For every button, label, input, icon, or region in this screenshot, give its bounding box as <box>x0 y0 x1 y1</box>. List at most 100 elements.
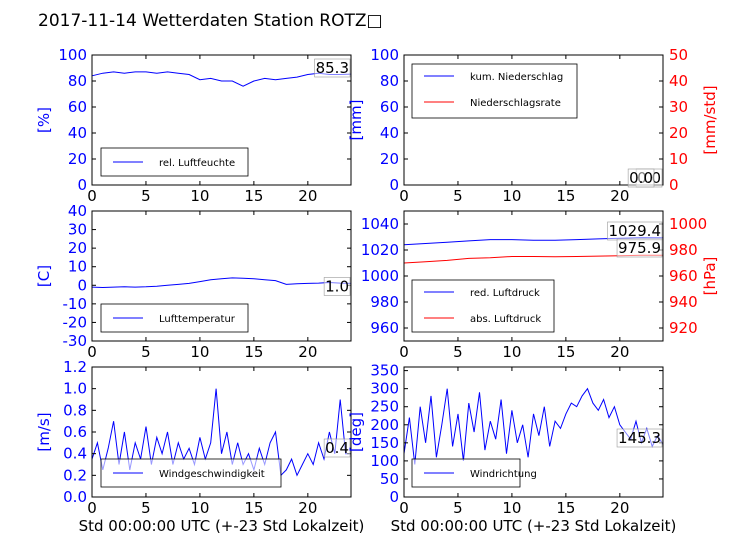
x-tick-label: 0 <box>87 187 97 205</box>
y-tick-label: 1.2 <box>63 358 87 376</box>
y-tick-label: 0.6 <box>63 423 87 441</box>
x-tick-label: 15 <box>244 187 263 205</box>
y2-tick-label: 50 <box>669 46 688 64</box>
legend-label: Windgeschwindigkeit <box>159 469 265 480</box>
y-tick-label: 40 <box>380 124 399 142</box>
chart-panel-windspeed: 0 5 10 15 20 0.0 0.2 0.4 0.6 0.8 1.0 1.2 [m/s] Std 00… <box>35 358 364 535</box>
legend-label: Niederschlagsrate <box>470 98 561 109</box>
y-axis-label: [%] <box>35 107 53 133</box>
y-tick-label: 100 <box>370 46 399 64</box>
y-tick-label: -10 <box>63 295 88 313</box>
current-value-label: 0.4 <box>325 439 349 457</box>
y-tick-label: 60 <box>380 98 399 116</box>
current-value-box <box>323 277 351 296</box>
x-tick-label: 20 <box>298 343 317 361</box>
y2-tick-label: 10 <box>669 150 688 168</box>
x-tick-label: 15 <box>556 343 575 361</box>
y-axis-label: [deg] <box>347 412 365 452</box>
y-tick-label: 1040 <box>361 215 399 233</box>
plot-frame <box>91 54 352 186</box>
y-tick-label: 40 <box>68 124 87 142</box>
x-tick-label: 5 <box>453 187 463 205</box>
y-tick-label: 80 <box>380 72 399 90</box>
legend-label: Windrichtung <box>470 469 537 480</box>
y2-tick-label: 920 <box>669 319 698 337</box>
current-value-label: 975.9 <box>618 239 661 257</box>
x-tick-label: 0 <box>399 343 409 361</box>
x-tick-label: 20 <box>298 187 317 205</box>
y-tick-label: 20 <box>380 150 399 168</box>
x-tick-label: 5 <box>141 499 151 517</box>
y-tick-label: 20 <box>68 239 87 257</box>
y-tick-label: 60 <box>68 98 87 116</box>
plot-frame <box>403 54 664 186</box>
x-tick-label: 20 <box>610 187 629 205</box>
x-tick-label: 5 <box>141 187 151 205</box>
y-tick-label: 1020 <box>361 241 399 259</box>
current-value-label: 145.3 <box>618 429 661 447</box>
x-tick-label: 5 <box>453 499 463 517</box>
legend-label: red. Luftdruck <box>470 288 540 299</box>
current-value-box <box>616 428 663 448</box>
y-tick-label: 0.8 <box>63 401 87 419</box>
y-tick-label: -30 <box>63 332 88 350</box>
y2-axis-label: [mm/std] <box>701 85 719 154</box>
current-value-box <box>616 238 663 258</box>
y-tick-label: 1.0 <box>63 380 87 398</box>
plot-frame <box>403 366 664 498</box>
legend-box <box>411 63 578 119</box>
y-tick-label: 200 <box>370 416 399 434</box>
y-tick-label: 100 <box>370 452 399 470</box>
y-tick-label: 0 <box>77 276 87 294</box>
legend-box <box>411 279 555 333</box>
current-value-box <box>323 438 351 458</box>
y2-tick-label: 940 <box>669 293 698 311</box>
x-tick-label: 5 <box>453 343 463 361</box>
y2-tick-label: 0 <box>669 176 679 194</box>
y-tick-label: 150 <box>370 434 399 452</box>
y2-axis-label: [hPa] <box>701 257 719 296</box>
chart-panel-temperature: 0 5 10 15 20-30-20-10010203040[C]Lufttempera… <box>35 202 352 361</box>
y-tick-label: 350 <box>370 362 399 380</box>
series-line-winddirection-0 <box>403 387 664 465</box>
current-value-box <box>627 168 655 188</box>
y-tick-label: 980 <box>370 293 399 311</box>
legend-label: abs. Luftdruck <box>470 314 541 325</box>
series-line-temperature-0 <box>91 277 352 289</box>
y2-tick-label: 30 <box>669 98 688 116</box>
legend-label: kum. Niederschlag <box>470 72 563 83</box>
y-tick-label: 300 <box>370 380 399 398</box>
y-tick-label: 100 <box>58 46 87 64</box>
x-tick-label: 10 <box>502 343 521 361</box>
x-tick-label: 20 <box>610 499 629 517</box>
y-axis-label: [C] <box>35 265 53 287</box>
x-axis-label: Std 00:00:00 UTC (+-23 Std Lokalzeit) <box>391 517 677 535</box>
series-line-humidity-0 <box>91 71 352 87</box>
x-tick-label: 10 <box>190 187 209 205</box>
chart-panel-pressure: 0 5 10 15 20 960 980 1000 1020 1040 920 940 960 980 10… <box>361 210 719 361</box>
current-value-label: 85.3 <box>316 59 349 77</box>
x-tick-label: 10 <box>502 187 521 205</box>
x-tick-label: 0 <box>399 187 409 205</box>
current-value-box <box>314 58 351 78</box>
y-tick-label: 80 <box>68 72 87 90</box>
x-tick-label: 15 <box>244 499 263 517</box>
legend-label: Lufttemperatur <box>159 314 236 325</box>
y-tick-label: 960 <box>370 319 399 337</box>
chart-panel-precipitation: 0 5 10 15 20 0 20 40 60 80 100 0 10 20 30 40 50 [mm] [mm/s… <box>347 46 719 205</box>
y-tick-label: 0.0 <box>63 488 87 506</box>
y-tick-label: -20 <box>63 313 88 331</box>
y2-tick-label: 20 <box>669 124 688 142</box>
y-tick-label: 40 <box>68 202 87 220</box>
y-tick-label: 0 <box>389 176 399 194</box>
x-tick-label: 10 <box>190 499 209 517</box>
plot-frame <box>91 210 352 342</box>
legend-label: rel. Luftfeuchte <box>159 158 235 169</box>
current-value-label: 1029.4 <box>609 222 662 240</box>
x-tick-label: 0 <box>87 343 97 361</box>
y-tick-label: 0 <box>77 176 87 194</box>
y2-tick-label: 1000 <box>669 215 707 233</box>
chart-panel-humidity: 0 5 10 15 20 0 20 40 60 80 100 [%] rel. Luftfeuchte 8… <box>35 46 352 205</box>
x-tick-label: 0 <box>399 499 409 517</box>
